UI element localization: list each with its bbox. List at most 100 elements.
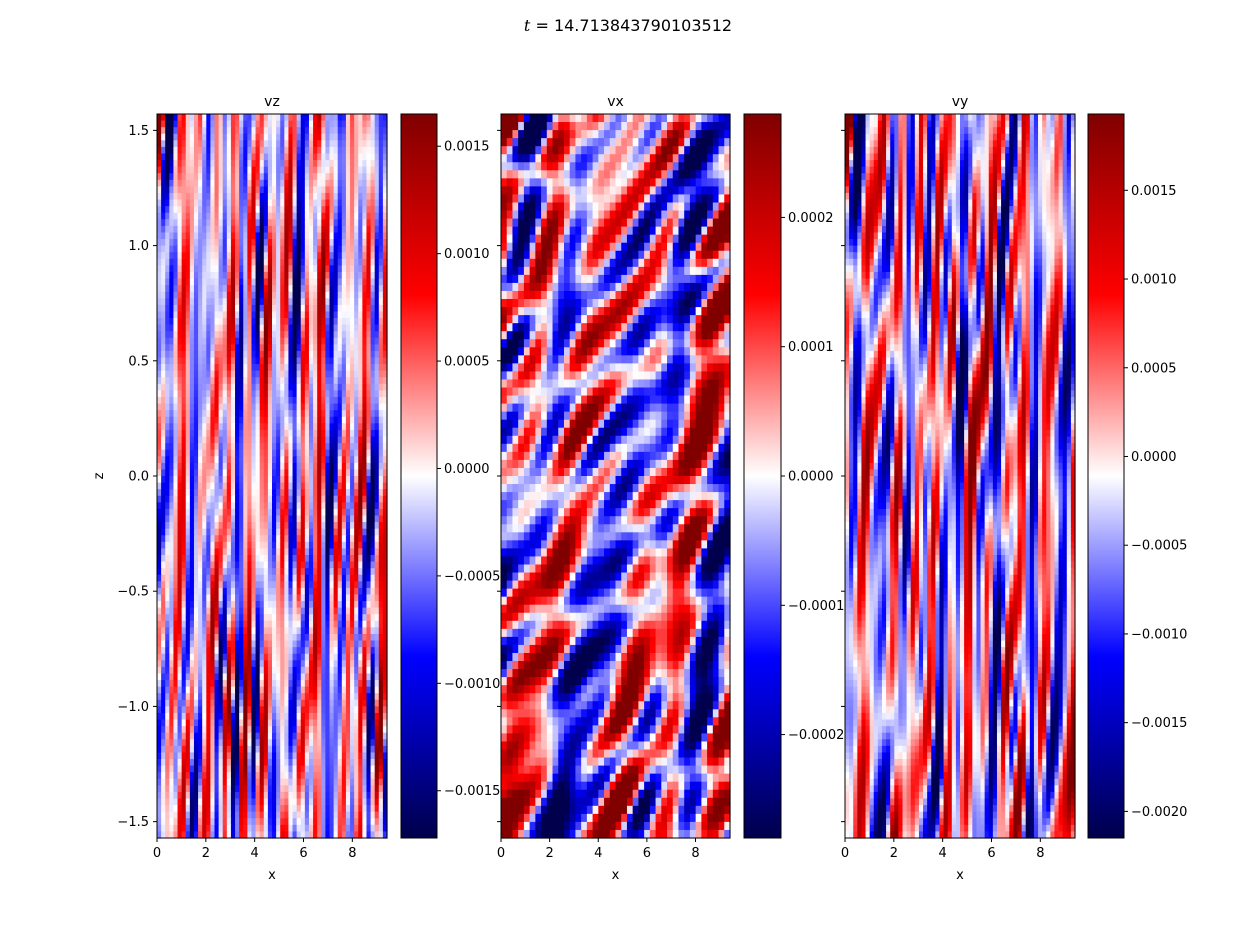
heatmap-cell: [341, 114, 347, 122]
heatmap-cell: [193, 633, 199, 642]
heatmap-cell: [185, 482, 191, 490]
heatmap-cell: [235, 449, 240, 457]
heatmap-cell: [333, 291, 339, 299]
heatmap-cell: [288, 502, 294, 510]
heatmap-cell: [157, 304, 162, 313]
heatmap-cell: [308, 594, 314, 602]
heatmap-cell: [284, 390, 290, 398]
heatmap-cell: [202, 647, 207, 655]
heatmap-cell: [321, 476, 326, 484]
heatmap-cell: [243, 403, 248, 411]
heatmap-cell: [222, 304, 228, 313]
heatmap-cell: [382, 482, 388, 490]
heatmap-cell: [218, 640, 224, 648]
heatmap-cell: [263, 627, 269, 635]
heatmap-cell: [296, 686, 302, 694]
heatmap-cell: [189, 114, 195, 122]
heatmap-cell: [337, 258, 343, 266]
heatmap-cell: [329, 304, 335, 313]
heatmap-cell: [181, 489, 187, 497]
heatmap-cell: [292, 146, 298, 155]
heatmap-cell: [177, 607, 183, 615]
heatmap-cell: [374, 561, 380, 569]
heatmap-cell: [358, 127, 363, 135]
heatmap-cell: [272, 173, 277, 181]
heatmap-cell: [239, 482, 244, 490]
heatmap-cell: [161, 443, 166, 451]
heatmap-cell: [296, 298, 302, 306]
heatmap-cell: [267, 179, 273, 187]
heatmap-cell: [181, 614, 187, 622]
heatmap-cell: [296, 173, 302, 181]
heatmap-cell: [173, 304, 179, 313]
heatmap-cell: [214, 443, 220, 451]
heatmap-cell: [292, 680, 298, 688]
heatmap-cell: [358, 495, 363, 503]
heatmap-cell: [366, 456, 372, 464]
heatmap-cell: [206, 489, 211, 497]
heatmap-cell: [300, 554, 306, 563]
heatmap-cell: [177, 173, 183, 181]
heatmap-cell: [251, 120, 257, 128]
heatmap-cell: [370, 502, 376, 510]
heatmap-cell: [169, 482, 175, 490]
heatmap-cell: [157, 416, 162, 424]
heatmap-cell: [161, 541, 166, 549]
heatmap-cell: [362, 522, 368, 530]
heatmap-cell: [169, 693, 175, 701]
heatmap-cell: [321, 680, 326, 688]
heatmap-cell: [181, 377, 187, 385]
heatmap-cell: [259, 673, 265, 681]
heatmap-cell: [292, 436, 298, 444]
heatmap-cell: [329, 429, 335, 438]
heatmap-cell: [321, 186, 326, 194]
heatmap-cell: [193, 515, 199, 523]
heatmap-cell: [354, 357, 359, 365]
heatmap-cell: [259, 127, 265, 135]
heatmap-cell: [165, 271, 170, 280]
heatmap-cell: [276, 133, 281, 141]
heatmap-cell: [198, 364, 203, 372]
heatmap-cell: [247, 489, 253, 497]
heatmap-cell: [202, 390, 207, 398]
heatmap-cell: [251, 318, 257, 326]
heatmap-cell: [382, 449, 388, 457]
heatmap-cell: [226, 423, 232, 431]
heatmap-cell: [243, 186, 248, 194]
heatmap-cell: [226, 574, 232, 582]
heatmap-cell: [169, 383, 175, 392]
heatmap-cell: [177, 508, 183, 517]
heatmap-cell: [198, 120, 203, 128]
heatmap-cell: [296, 620, 302, 628]
heatmap-cell: [206, 245, 211, 253]
heatmap-cell: [198, 403, 203, 411]
heatmap-cell: [243, 245, 248, 253]
heatmap-cell: [300, 173, 306, 181]
heatmap-cell: [378, 219, 384, 227]
heatmap-cell: [173, 370, 179, 378]
heatmap-cell: [189, 462, 195, 471]
heatmap-cell: [308, 166, 314, 174]
heatmap-cell: [272, 219, 277, 227]
heatmap-cell: [157, 594, 162, 602]
heatmap-cell: [198, 153, 203, 161]
heatmap-cell: [288, 232, 294, 240]
heatmap-cell: [161, 489, 166, 497]
heatmap-cell: [198, 350, 203, 359]
heatmap-cell: [267, 456, 273, 464]
heatmap-cell: [198, 133, 203, 141]
heatmap-cell: [173, 298, 179, 306]
heatmap-cell: [189, 324, 195, 332]
heatmap-cell: [362, 166, 368, 174]
heatmap-cell: [341, 680, 347, 688]
heatmap-cell: [222, 278, 228, 286]
heatmap-cell: [284, 258, 290, 266]
heatmap-cell: [263, 383, 269, 392]
heatmap-cell: [292, 153, 298, 161]
heatmap-cell: [321, 607, 326, 615]
heatmap-cell: [341, 173, 347, 181]
heatmap-cell: [378, 495, 384, 503]
heatmap-cell: [333, 666, 339, 675]
heatmap-cell: [255, 271, 261, 280]
heatmap-cell: [173, 587, 179, 596]
